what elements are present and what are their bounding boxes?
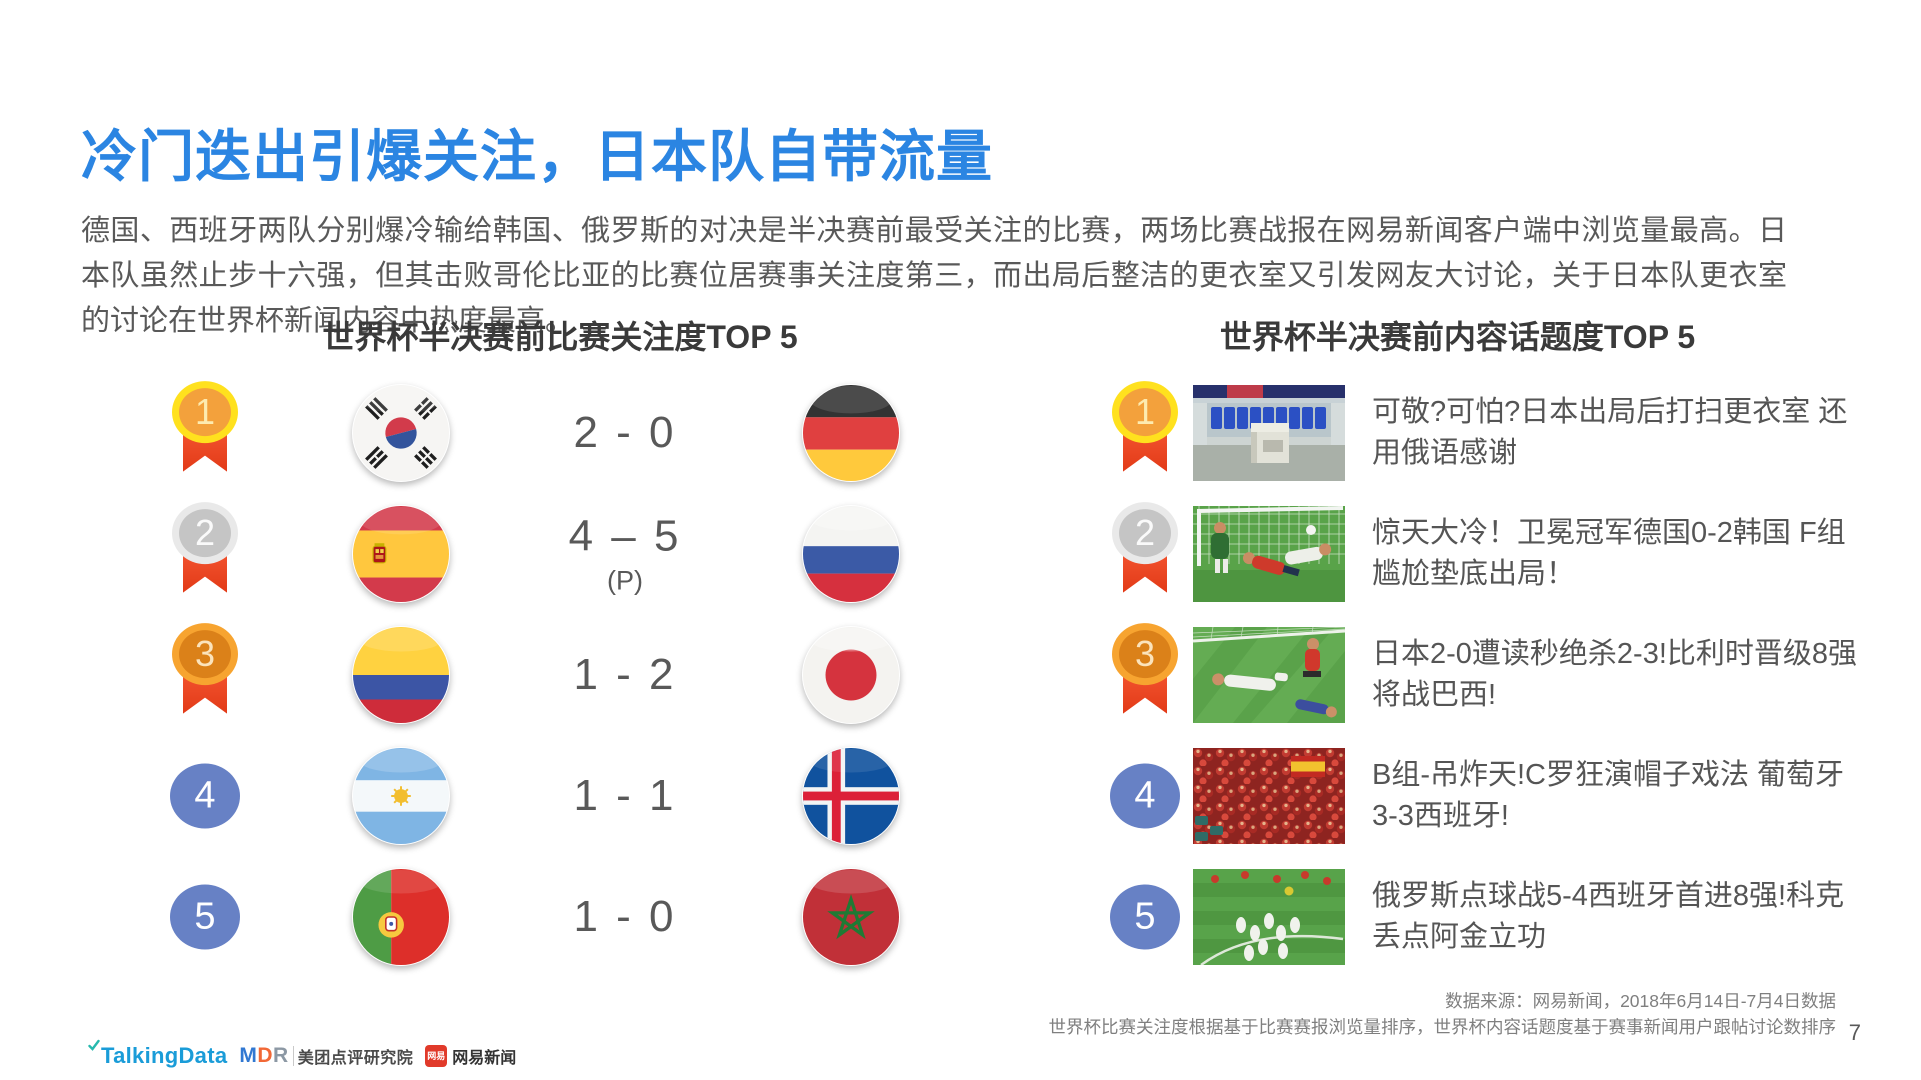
page-title: 冷门迭出引爆关注，日本队自带流量 [81, 124, 993, 188]
page-number: 7 [1848, 1020, 1861, 1045]
japan-locker-room-photo [1193, 384, 1345, 481]
rank-2-silver-medal-icon: 2 [1110, 501, 1180, 593]
topic-row-1: 1 [1095, 372, 1890, 493]
topic-row-3: 3 [1095, 614, 1890, 735]
rank-1-gold-medal-icon: 1 [1110, 380, 1180, 472]
left-panel-title: 世界杯半决赛前比赛关注度TOP 5 [322, 319, 798, 355]
rank-number: 4 [1134, 774, 1156, 817]
rank-number: 5 [1134, 895, 1156, 938]
match-row-4: 4 1 - 1 [160, 735, 950, 856]
logo-divider [292, 1046, 294, 1066]
match-score: 1 - 2 [573, 649, 677, 699]
penalty-note: (P) [607, 565, 643, 595]
topic-headline: 可敬?可怕?日本出局后打扫更衣室 还用俄语感谢 [1372, 395, 1848, 469]
germany-korea-goal-photo [1193, 505, 1345, 602]
rank-1-gold-medal-icon: 1 [170, 380, 240, 472]
talkingdata-logo: TalkingData [88, 1039, 227, 1069]
rank-5-badge: 5 [1110, 884, 1180, 949]
spain-flag-icon [352, 505, 450, 603]
topic-headline: B组-吊炸天!C罗狂演帽子戏法 葡萄牙3-3西班牙! [1372, 758, 1845, 832]
meituan-dianping-label: 美团点评研究院 [297, 1050, 414, 1067]
rank-5-badge: 5 [170, 884, 240, 949]
netease-news-logo: 网易 网易新闻 [425, 1044, 516, 1068]
morocco-flag-icon [802, 868, 900, 966]
match-score: 1 - 1 [573, 770, 677, 820]
south-korea-flag-icon [352, 384, 450, 482]
intro-paragraph: 德国、西班牙两队分别爆冷输给韩国、俄罗斯的对决是半决赛前最受关注的比赛，两场比赛… [81, 215, 1787, 337]
match-row-5: 5 1 - 0 [160, 856, 950, 977]
content-topic-list: 1 [1095, 372, 1890, 977]
rank-4-badge: 4 [1110, 763, 1180, 828]
russia-flag-icon [802, 505, 900, 603]
japan-flag-icon [802, 626, 900, 724]
match-attention-list: 1 [160, 372, 950, 977]
rank-number: 5 [194, 895, 216, 938]
colombia-flag-icon [352, 626, 450, 724]
rank-number: 2 [194, 511, 216, 553]
topic-row-5: 5 俄罗斯点球战5-4西班牙首进8 [1095, 856, 1890, 977]
netease-app-icon: 网易 [425, 1045, 448, 1067]
source-line-1: 数据来源：网易新闻，2018年6月14日-7月4日数据 [1445, 991, 1836, 1011]
data-source-note: 数据来源：网易新闻，2018年6月14日-7月4日数据 世界杯比赛关注度根据基于… [1049, 988, 1837, 1041]
rank-number: 3 [194, 632, 216, 674]
topic-headline: 俄罗斯点球战5-4西班牙首进8强!科克丢点阿金立功 [1372, 879, 1845, 953]
portugal-flag-icon [352, 868, 450, 966]
iceland-flag-icon [802, 747, 900, 845]
rank-number: 2 [1134, 511, 1156, 553]
topic-row-2: 2 [1095, 493, 1890, 614]
germany-flag-icon [802, 384, 900, 482]
argentina-flag-icon [352, 747, 450, 845]
portugal-spain-fans-photo [1193, 747, 1345, 844]
rank-4-badge: 4 [170, 763, 240, 828]
rank-2-silver-medal-icon: 2 [170, 501, 240, 593]
match-score: 2 - 0 [573, 407, 677, 457]
topic-row-4: 4 [1095, 735, 1890, 856]
match-score: 1 - 0 [573, 891, 677, 941]
topic-headline: 惊天大冷！卫冕冠军德国0-2韩国 F组尴尬垫底出局！ [1372, 516, 1846, 590]
rank-number: 4 [194, 774, 216, 817]
rank-3-bronze-medal-icon: 3 [1110, 622, 1180, 714]
match-row-2: 2 4 [160, 493, 950, 614]
match-score: 4 – 5 (P) [530, 511, 720, 596]
match-row-1: 1 [160, 372, 950, 493]
netease-news-label: 网易新闻 [452, 1050, 517, 1067]
rank-number: 1 [1134, 390, 1156, 432]
talkingdata-tick-icon [88, 1039, 100, 1051]
russia-spain-celebration-photo [1193, 868, 1345, 965]
rank-number: 1 [194, 390, 216, 432]
right-panel-title: 世界杯半决赛前内容话题度TOP 5 [1219, 319, 1696, 355]
topic-headline: 日本2-0遭读秒绝杀2-3!比利时晋级8强将战巴西! [1372, 637, 1858, 711]
rank-number: 3 [1134, 632, 1156, 674]
source-line-2: 世界杯比赛关注度根据基于比赛赛报浏览量排序，世界杯内容话题度基于赛事新闻用户跟帖… [1048, 1017, 1837, 1038]
japan-belgium-pitch-photo [1193, 626, 1345, 723]
match-row-3: 3 1 - 2 [160, 614, 950, 735]
rank-3-bronze-medal-icon: 3 [170, 622, 240, 714]
